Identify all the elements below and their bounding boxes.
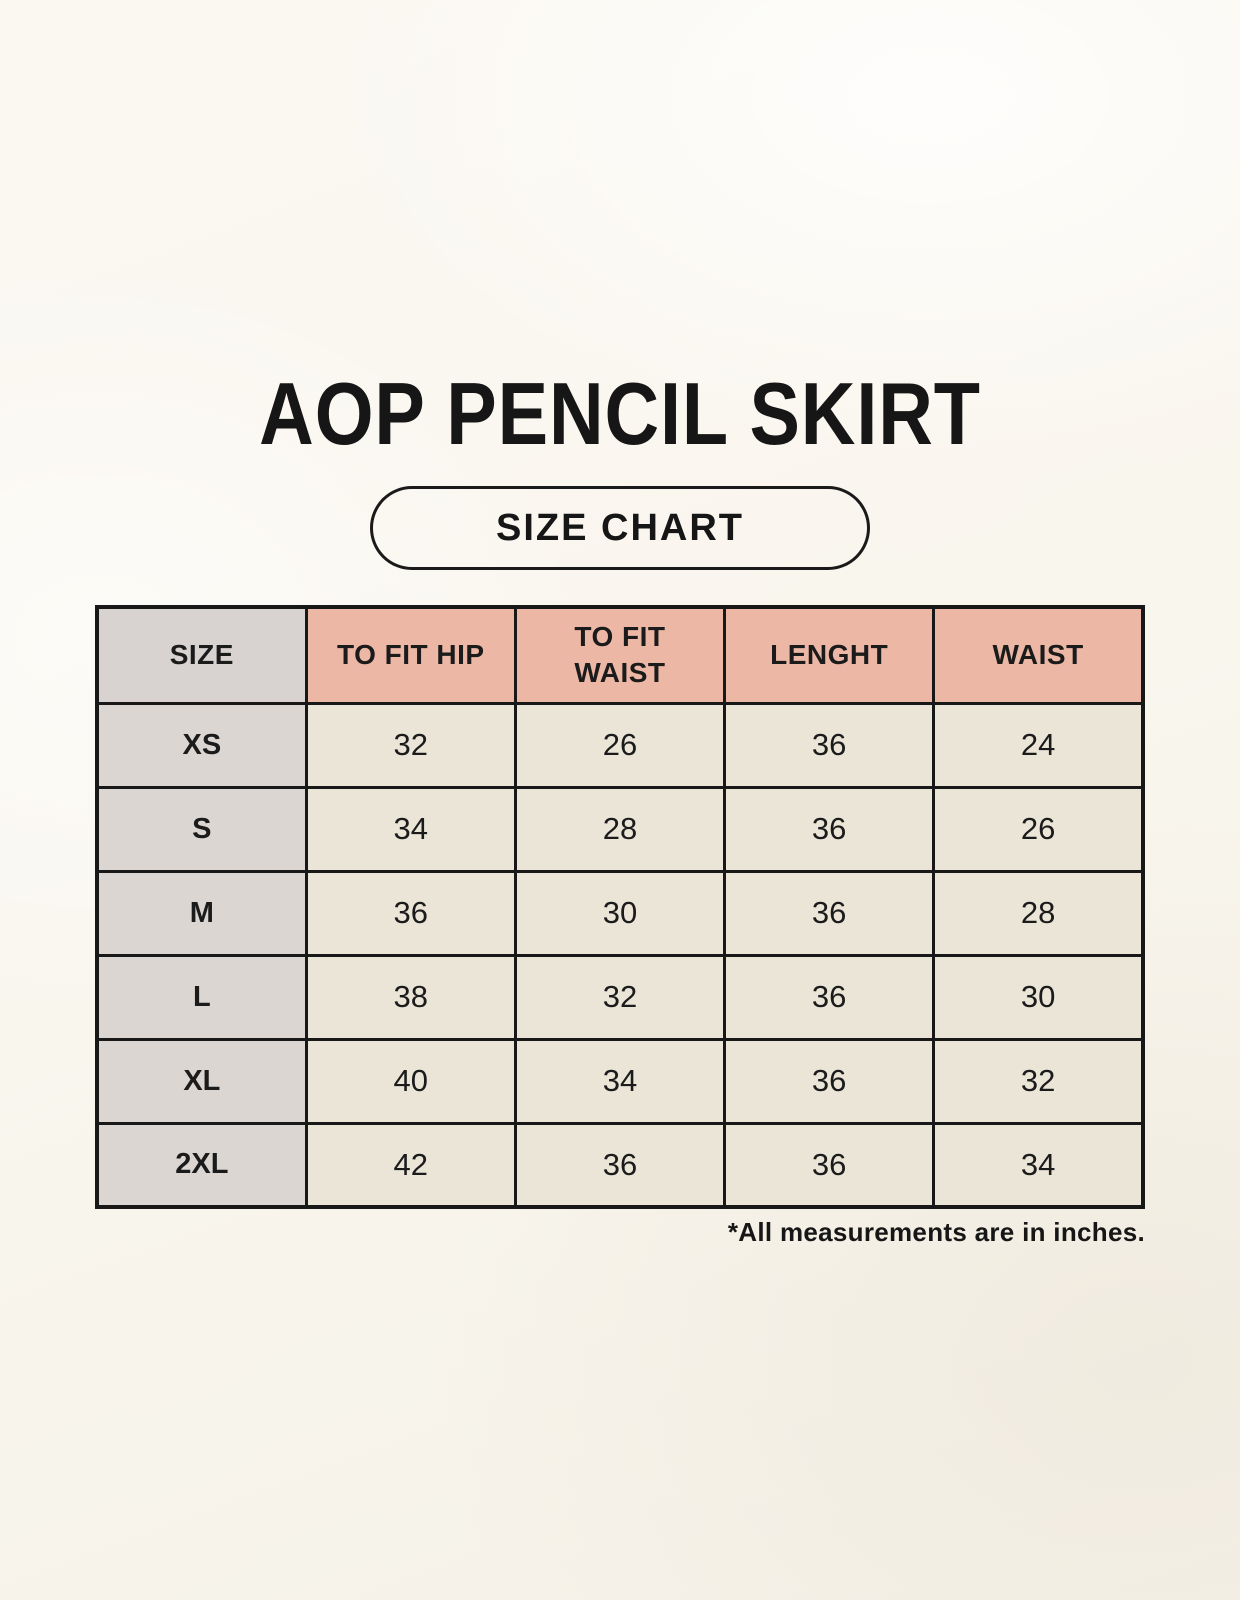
column-header-size: SIZE [95,605,308,705]
product-title: AOP PENCIL SKIRT [259,364,981,463]
column-header-label: LENGHT [770,639,889,671]
table-row: M 36 30 36 28 [95,869,1145,957]
column-header-label: WAIST [992,639,1084,671]
measurement-cell: 36 [513,1121,727,1209]
measurement-cell: 26 [513,701,727,789]
table-row: S 34 28 36 26 [95,785,1145,873]
size-chart-badge-label: SIZE CHART [496,506,744,549]
measurement-cell: 32 [304,701,517,789]
size-label: L [95,953,308,1041]
column-header-label: TO FIT HIP [336,639,485,671]
table-header-row: SIZE TO FIT HIP TO FIT WAIST LENGHT WAIST [95,605,1145,705]
measurement-cell: 36 [723,701,936,789]
measurement-cell: 42 [304,1121,517,1209]
column-header-waist: WAIST [932,605,1145,705]
table-row: 2XL 42 36 36 34 [95,1121,1145,1209]
size-chart-badge: SIZE CHART [370,486,870,570]
size-label: XL [95,1037,308,1125]
measurement-cell: 34 [932,1121,1145,1209]
measurement-cell: 34 [304,785,517,873]
table-body: XS 32 26 36 24 S 34 28 36 26 M 36 30 36 28 L 38 32 36 30 XL 4… [95,701,1145,1209]
measurement-cell: 28 [513,785,727,873]
column-header-lenght: LENGHT [723,605,936,705]
measurement-cell: 38 [304,953,517,1041]
column-header-label: TO FIT WAIST [574,620,666,689]
measurement-cell: 32 [513,953,727,1041]
measurement-cell: 24 [932,701,1145,789]
measurement-cell: 32 [932,1037,1145,1125]
measurements-note: *All measurements are in inches. [727,1217,1145,1247]
table-row: XS 32 26 36 24 [95,701,1145,789]
size-chart-table: SIZE TO FIT HIP TO FIT WAIST LENGHT WAIST XS… [95,605,1145,1209]
measurement-cell: 36 [723,953,936,1041]
measurement-cell: 26 [932,785,1145,873]
measurement-cell: 28 [932,869,1145,957]
size-label: 2XL [95,1121,308,1209]
table-row: XL 40 34 36 32 [95,1037,1145,1125]
column-header-to-fit-waist: TO FIT WAIST [513,605,727,705]
measurement-cell: 36 [723,1121,936,1209]
measurement-cell: 40 [304,1037,517,1125]
measurement-cell: 30 [932,953,1145,1041]
column-header-label: SIZE [169,639,234,671]
measurement-cell: 36 [723,785,936,873]
size-label: S [95,785,308,873]
size-label: XS [95,701,308,789]
measurement-cell: 36 [723,869,936,957]
measurement-cell: 36 [723,1037,936,1125]
measurement-cell: 34 [513,1037,727,1125]
measurement-cell: 36 [304,869,517,957]
table-header: SIZE TO FIT HIP TO FIT WAIST LENGHT WAIST [95,605,1145,705]
table-row: L 38 32 36 30 [95,953,1145,1041]
measurement-cell: 30 [513,869,727,957]
size-label: M [95,869,308,957]
column-header-to-fit-hip: TO FIT HIP [304,605,517,705]
